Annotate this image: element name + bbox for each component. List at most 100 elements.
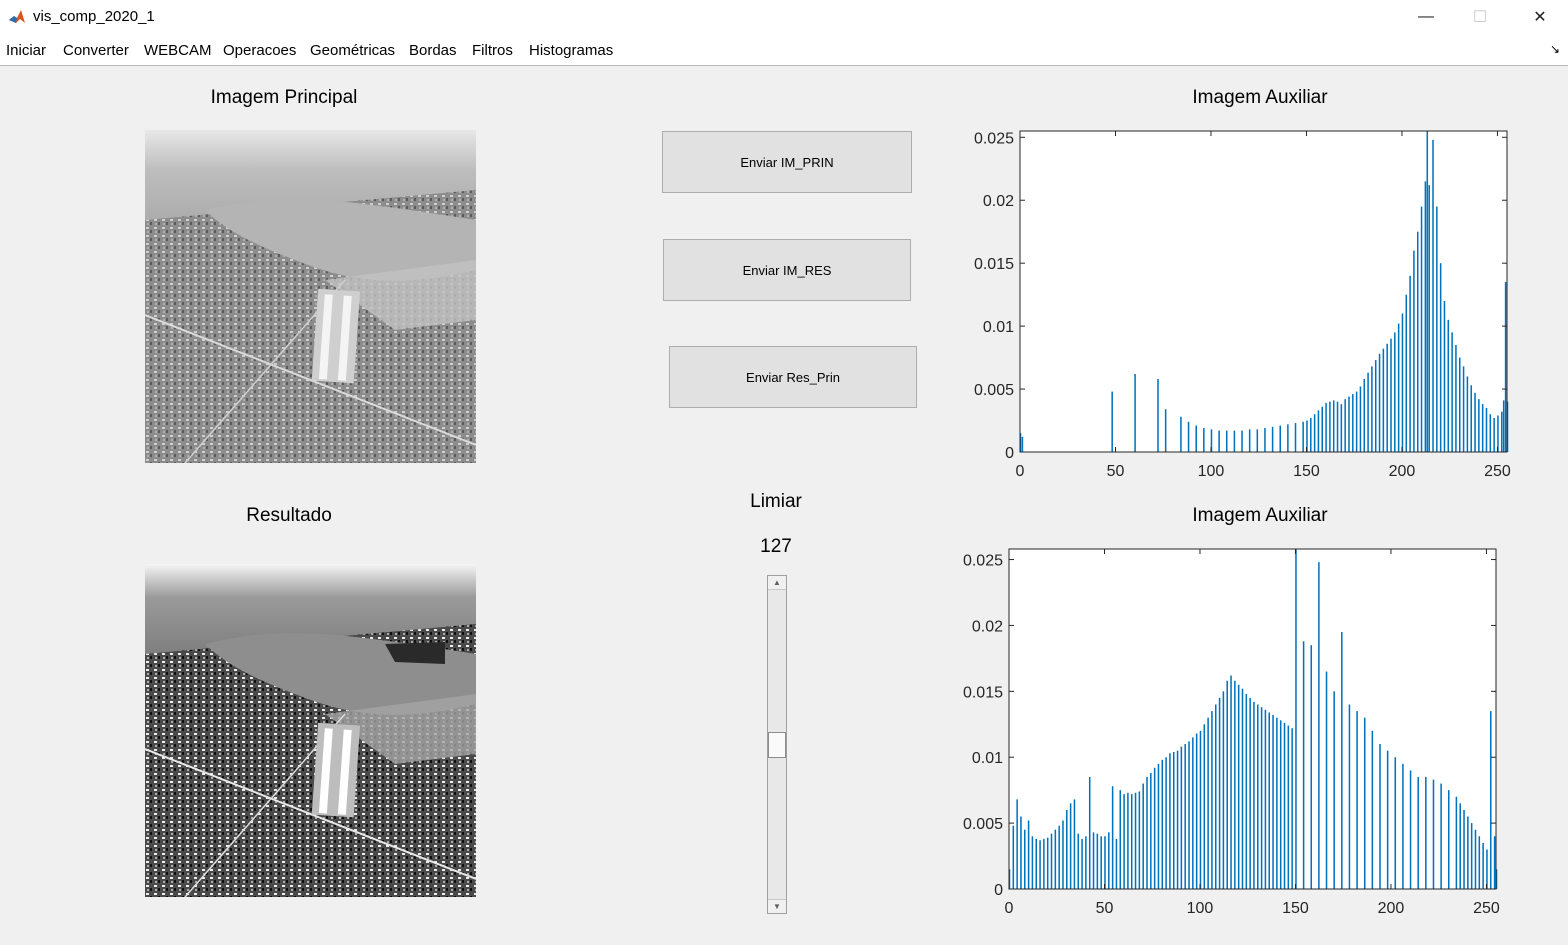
histogram-bar — [1195, 425, 1197, 452]
histogram-bar — [1050, 833, 1053, 889]
histogram-bar — [1291, 728, 1293, 889]
histogram-bar — [1180, 416, 1182, 452]
menu-bordas[interactable]: Bordas — [409, 42, 457, 59]
close-button[interactable]: ✕ — [1512, 0, 1568, 34]
result-aerial-image — [145, 564, 476, 897]
histogram-bar — [1348, 396, 1350, 452]
histogram-bar — [1172, 751, 1175, 889]
plot-frame — [1008, 548, 1497, 890]
main-aerial-image — [145, 130, 476, 463]
histogram-bar — [1310, 645, 1313, 889]
histogram-bar — [1279, 720, 1282, 889]
y-tick-label: 0.005 — [963, 816, 1003, 833]
histogram-bar — [1294, 423, 1297, 452]
slider-up-arrow-icon[interactable]: ▲ — [768, 576, 786, 590]
histogram-bar — [1325, 671, 1328, 889]
menu-bar: Iniciar Converter WEBCAM Operacoes Geomé… — [0, 34, 1568, 66]
histogram-bar — [1344, 399, 1346, 452]
histogram-bar — [1306, 420, 1308, 452]
histogram-bar — [1111, 786, 1114, 889]
histogram-bar — [1386, 343, 1388, 452]
histogram-bar — [1256, 429, 1259, 452]
histogram-bar — [1332, 400, 1335, 452]
menu-webcam[interactable]: WEBCAM — [144, 42, 212, 59]
histogram-bar — [1490, 711, 1492, 889]
histogram-bar — [1164, 409, 1167, 452]
histogram-bar — [1458, 357, 1461, 452]
menu-geometricas[interactable]: Geométricas — [310, 42, 396, 59]
minimize-button[interactable]: — — [1398, 0, 1454, 34]
x-tick-label: 0 — [1016, 463, 1025, 480]
histogram-bar — [1405, 294, 1408, 452]
histogram-bar — [1146, 776, 1148, 889]
send-im-res-button[interactable]: Enviar IM_RES — [663, 239, 911, 301]
histogram-bar — [1104, 836, 1106, 889]
x-tick-label: 100 — [1198, 463, 1225, 480]
menu-operacoes[interactable]: Operacoes — [223, 42, 297, 59]
histogram-bar — [1489, 414, 1492, 452]
y-tick-label: 0.015 — [974, 256, 1014, 273]
histogram-bar — [1169, 753, 1171, 889]
histogram-bar — [1024, 829, 1026, 889]
histogram-bar — [1279, 425, 1281, 452]
histogram-bar — [1481, 404, 1484, 452]
histogram-bar — [1264, 709, 1267, 889]
histogram-bar — [1336, 401, 1339, 452]
send-im-prin-button[interactable]: Enviar IM_PRIN — [662, 131, 912, 193]
histogram-bar — [1318, 562, 1320, 889]
histogram-bar — [1367, 372, 1369, 452]
histogram-bar — [1218, 430, 1220, 452]
histogram-bar — [1027, 820, 1030, 889]
histogram-bar — [1474, 829, 1477, 889]
threshold-slider[interactable]: ▲ ▼ — [767, 575, 787, 914]
histogram-bar — [1062, 820, 1064, 889]
histogram-bar — [1257, 704, 1259, 889]
maximize-button[interactable]: ☐ — [1452, 0, 1508, 34]
histogram-bar — [1264, 428, 1266, 452]
histogram-bar — [1039, 840, 1041, 889]
histogram-bar — [1321, 406, 1324, 452]
histogram-bar — [1467, 816, 1469, 889]
histogram-bar — [1245, 693, 1248, 889]
histogram-bar — [1020, 816, 1022, 889]
histogram-bar — [1413, 250, 1415, 452]
histogram-bar — [1127, 792, 1129, 889]
x-tick-label: 50 — [1107, 463, 1125, 480]
histogram-bar — [1451, 332, 1453, 452]
histogram-bar — [1390, 338, 1392, 452]
histogram-bar — [1123, 794, 1125, 889]
histogram-bar — [1241, 430, 1243, 452]
histogram-bar — [1222, 691, 1225, 889]
menu-converter[interactable]: Converter — [63, 42, 129, 59]
histogram-bar — [1081, 838, 1083, 889]
histogram-bar — [1211, 711, 1213, 889]
histogram-bar — [1432, 779, 1435, 889]
histogram-bar — [1054, 829, 1057, 889]
histogram-bar — [1092, 832, 1095, 889]
slider-thumb[interactable] — [768, 732, 786, 759]
slider-down-arrow-icon[interactable]: ▼ — [768, 899, 786, 913]
histogram-bar — [1248, 429, 1251, 452]
histogram-bar — [1493, 836, 1496, 889]
histogram-bar — [1341, 632, 1343, 889]
menu-histogramas[interactable]: Histogramas — [529, 42, 614, 59]
menu-filtros[interactable]: Filtros — [472, 42, 513, 59]
y-tick-label: 0 — [994, 882, 1003, 899]
histogram-bar — [1417, 776, 1419, 889]
histogram-bar — [1066, 809, 1068, 889]
histogram-bar — [1096, 833, 1099, 889]
histogram-bar — [1276, 717, 1278, 889]
histogram-bar — [1073, 799, 1076, 889]
histogram-bar — [1268, 712, 1270, 889]
dock-arrow-icon[interactable]: ↘ — [1549, 42, 1560, 56]
histogram-bar — [1416, 231, 1419, 452]
histogram-bar — [1466, 376, 1469, 452]
send-res-prin-button[interactable]: Enviar Res_Prin — [669, 346, 917, 408]
histogram-bar — [1157, 378, 1159, 452]
histogram-bar — [1180, 746, 1183, 889]
histogram-bar — [1409, 770, 1412, 889]
histogram-bar — [1440, 783, 1442, 889]
histogram-bar — [1237, 684, 1240, 889]
histogram-bar — [1088, 776, 1091, 889]
menu-iniciar[interactable]: Iniciar — [6, 42, 47, 59]
